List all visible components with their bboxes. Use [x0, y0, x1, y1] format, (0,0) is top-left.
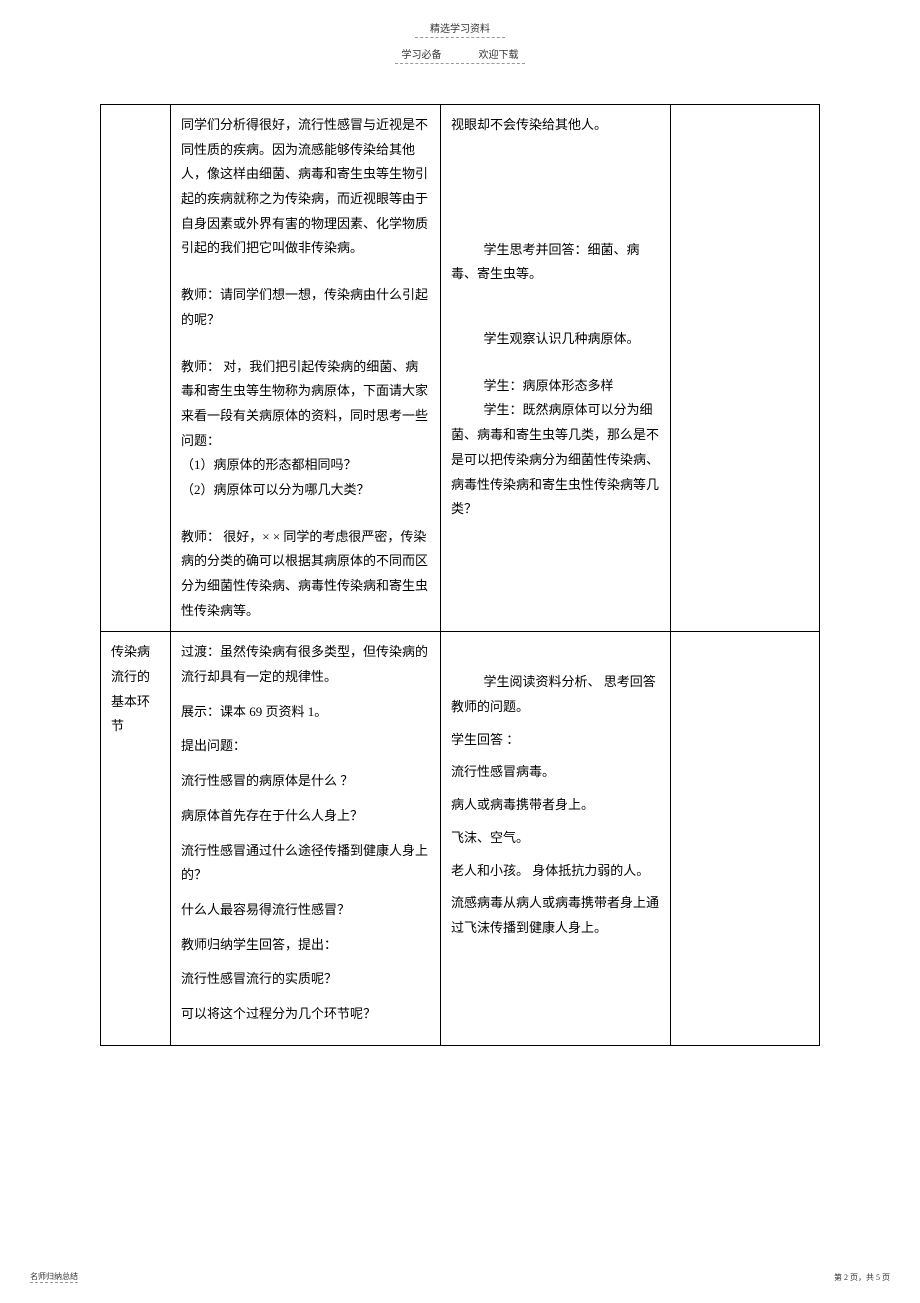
header-sub-right: 欢迎下载: [479, 46, 519, 61]
teacher-text: 过渡：虽然传染病有很多类型，但传染病的流行却具有一定的规律性。: [181, 640, 430, 689]
header-sub-left: 学习必备: [402, 46, 442, 61]
teacher-text: 提出问题：: [181, 734, 430, 759]
student-text: 视眼却不会传染给其他人。: [451, 113, 660, 138]
student-text: 飞沫、空气。: [451, 826, 660, 851]
teacher-text: 教师： 对，我们把引起传染病的细菌、病毒和寄生虫等生物称为病原体，下面请大家来看…: [181, 355, 430, 503]
table-row: 传染病流行的基本环节 过渡：虽然传染病有很多类型，但传染病的流行却具有一定的规律…: [101, 632, 820, 1045]
student-text: 老人和小孩。 身体抵抗力弱的人。: [451, 859, 660, 884]
footer-right: 第 2 页，共 5 页: [834, 1272, 890, 1283]
student-text: 学生观察认识几种病原体。: [451, 327, 660, 352]
student-text: 学生：病原体形态多样 学生：既然病原体可以分为细菌、病毒和寄生虫等几类，那么是不…: [451, 374, 660, 522]
cell-r1c1: [101, 105, 171, 632]
student-text: 学生回答 ：: [451, 728, 660, 753]
teacher-text: 可以将这个过程分为几个环节呢？: [181, 1002, 430, 1027]
teacher-text: 教师：请同学们想一想，传染病由什么引起的呢？: [181, 283, 430, 332]
student-text: 病人或病毒携带者身上。: [451, 793, 660, 818]
student-text: 学生阅读资料分析、 思考回答教师的问题。: [451, 670, 660, 719]
cell-r2c2: 过渡：虽然传染病有很多类型，但传染病的流行却具有一定的规律性。 展示：课本 69…: [171, 632, 441, 1045]
student-text: 流行性感冒病毒。: [451, 760, 660, 785]
teacher-text: 展示：课本 69 页资料 1。: [181, 700, 430, 725]
cell-r2c3: 学生阅读资料分析、 思考回答教师的问题。 学生回答 ： 流行性感冒病毒。 病人或…: [441, 632, 671, 1045]
header-top: 精选学习资料: [415, 20, 505, 38]
teacher-text: 病原体首先存在于什么人身上？: [181, 804, 430, 829]
cell-r1c2: 同学们分析得很好，流行性感冒与近视是不同性质的疾病。因为流感能够传染给其他人，像…: [171, 105, 441, 632]
header-sub: 学习必备 欢迎下载: [395, 46, 525, 64]
cell-r1c3: 视眼却不会传染给其他人。 学生思考并回答：细菌、病毒、寄生虫等。 学生观察认识几…: [441, 105, 671, 632]
cell-r2c1: 传染病流行的基本环节: [101, 632, 171, 1045]
teacher-text: 教师归纳学生回答，提出：: [181, 933, 430, 958]
student-text: 流感病毒从病人或病毒携带者身上通过飞沫传播到健康人身上。: [451, 891, 660, 940]
teacher-text: 流行性感冒通过什么途径传播到健康人身上的？: [181, 839, 430, 888]
teacher-text: 什么人最容易得流行性感冒？: [181, 898, 430, 923]
footer-left: 名师归纳总结: [30, 1271, 78, 1283]
teacher-text: 同学们分析得很好，流行性感冒与近视是不同性质的疾病。因为流感能够传染给其他人，像…: [181, 113, 430, 261]
cell-r1c4: [671, 105, 820, 632]
table-row: 同学们分析得很好，流行性感冒与近视是不同性质的疾病。因为流感能够传染给其他人，像…: [101, 105, 820, 632]
cell-r2c4: [671, 632, 820, 1045]
main-table: 同学们分析得很好，流行性感冒与近视是不同性质的疾病。因为流感能够传染给其他人，像…: [100, 104, 820, 1046]
teacher-text: 流行性感冒流行的实质呢？: [181, 967, 430, 992]
teacher-text: 教师： 很好，× × 同学的考虑很严密，传染病的分类的确可以根据其病原体的不同而…: [181, 525, 430, 624]
teacher-text: 流行性感冒的病原体是什么 ？: [181, 769, 430, 794]
student-text: 学生思考并回答：细菌、病毒、寄生虫等。: [451, 238, 660, 287]
